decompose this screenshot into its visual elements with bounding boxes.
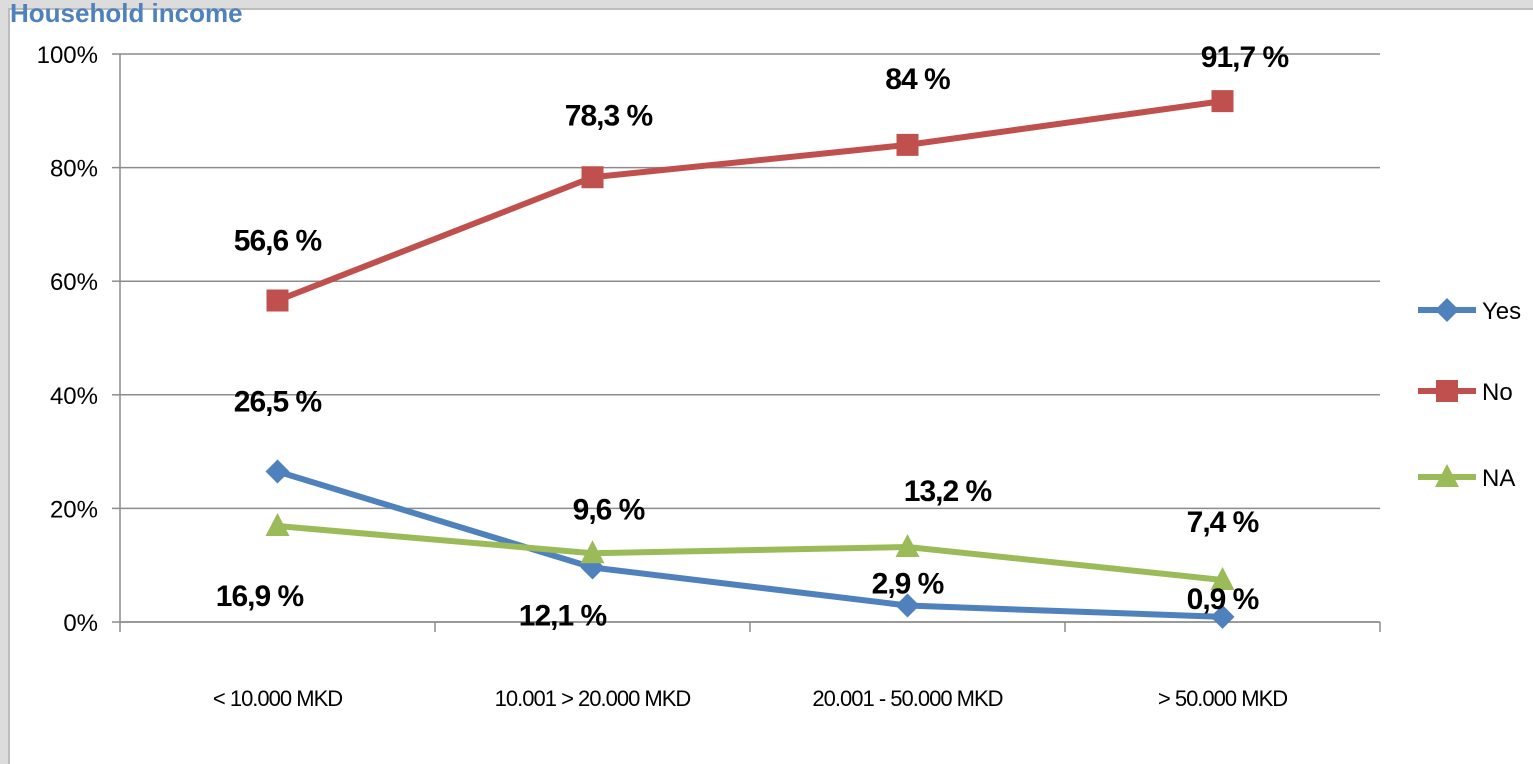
y-tick-label: 0% — [63, 610, 98, 637]
data-label-yes: 0,9 % — [1187, 583, 1259, 616]
data-point-na — [1210, 566, 1235, 590]
data-label-na: 7,4 % — [1187, 506, 1259, 539]
data-label-no: 91,7 % — [1201, 41, 1289, 74]
data-label-no: 56,6 % — [234, 225, 322, 258]
data-point-no — [266, 289, 289, 312]
data-label-na: 12,1 % — [519, 599, 607, 632]
data-label-yes: 9,6 % — [573, 493, 645, 526]
data-point-no — [581, 166, 604, 189]
series-line-na — [277, 523, 1223, 583]
data-point-yes — [265, 459, 290, 484]
x-category-label: 10.001 > 20.000 MKD — [495, 686, 691, 711]
data-label-no: 84 % — [885, 63, 950, 96]
series-line-yes — [276, 468, 1223, 620]
data-label-yes: 26,5 % — [234, 385, 322, 418]
data-point-na — [895, 534, 920, 558]
axes — [112, 53, 1381, 632]
chart-frame: Household income — [8, 0, 1533, 764]
data-label-na: 16,9 % — [216, 580, 304, 613]
y-tick-label: 60% — [50, 269, 98, 296]
data-point-no — [1211, 90, 1234, 113]
series-lines — [265, 90, 1235, 629]
data-point-na — [580, 540, 605, 564]
y-tick-label: 100% — [37, 42, 98, 69]
data-point-yes — [895, 593, 920, 618]
legend-label: Yes — [1482, 298, 1521, 325]
legend-marker — [1435, 298, 1459, 322]
data-label-no: 78,3 % — [565, 99, 653, 132]
data-label-yes: 2,9 % — [872, 568, 944, 601]
data-label-na: 13,2 % — [904, 475, 992, 508]
legend-marker — [1435, 464, 1459, 487]
y-tick-label: 40% — [50, 383, 98, 410]
y-tick-label: 80% — [50, 156, 98, 183]
data-labels: 26,5 % 9,6 % 2,9 % 0,9 % 56,6 % 78,3 % 84 % 91,… — [216, 41, 1290, 632]
data-point-yes — [1210, 604, 1235, 629]
legend-label: NA — [1482, 465, 1515, 492]
y-tick-label: 20% — [50, 496, 98, 523]
legend-label: No — [1482, 379, 1513, 406]
series-line-no — [276, 98, 1223, 304]
y-axis-ticks: 0% 20% 40% 60% 80% 100% — [37, 42, 98, 637]
x-category-label: > 50.000 MKD — [1158, 686, 1287, 711]
x-category-label: < 10.000 MKD — [213, 686, 342, 711]
legend-marker — [1436, 380, 1458, 402]
data-point-na — [265, 513, 290, 537]
chart-title: Household income — [10, 0, 243, 28]
x-category-label: 20.001 - 50.000 MKD — [812, 686, 1002, 711]
legend: Yes No NA — [1418, 298, 1521, 492]
x-axis-categories: < 10.000 MKD 10.001 > 20.000 MKD 20.001 - … — [213, 686, 1288, 711]
data-point-no — [896, 133, 919, 156]
